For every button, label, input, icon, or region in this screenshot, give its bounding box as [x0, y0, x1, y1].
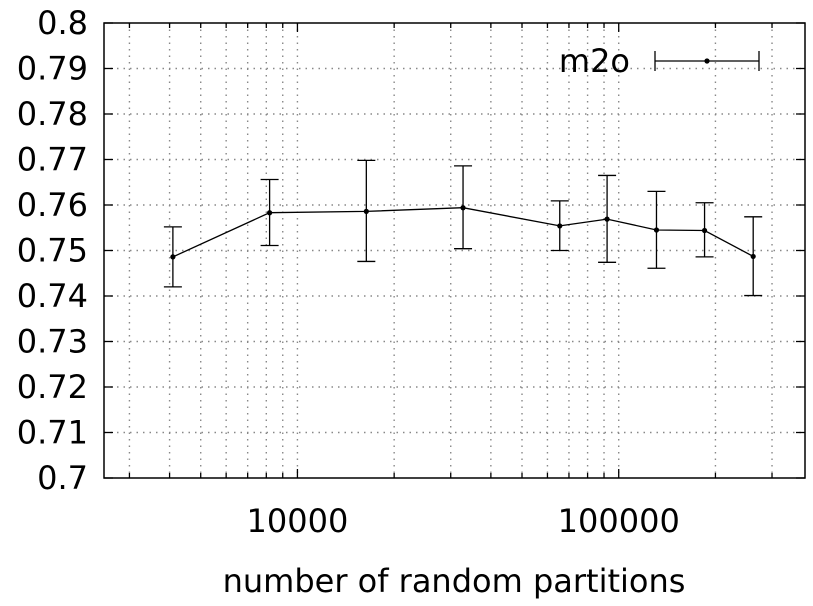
data-point: [557, 223, 563, 229]
series-layer: [163, 159, 763, 297]
legend: m2o: [559, 42, 760, 80]
x-tick-label: 100000: [558, 502, 680, 540]
plot-frame: [103, 22, 806, 479]
y-tick-label: 0.73: [17, 323, 88, 361]
x-axis-title: number of random partitions: [223, 562, 686, 600]
data-point: [170, 254, 176, 260]
data-point: [750, 253, 756, 260]
data-point: [653, 227, 660, 233]
y-tick-label: 0.79: [17, 50, 88, 88]
data-point: [604, 216, 610, 222]
y-tick-label: 0.7: [37, 459, 88, 497]
grid-layer: [104, 23, 805, 478]
data-point: [460, 205, 466, 211]
legend-label-m2o: m2o: [559, 42, 630, 80]
data-point: [363, 208, 369, 214]
y-tick-label: 0.75: [17, 232, 88, 270]
y-tick-label: 0.72: [17, 368, 88, 406]
data-point: [701, 227, 708, 234]
legend-point: [704, 58, 710, 64]
tick-layer: 0.7 0.71 0.72 0.73 0.74 0.75 0.76 0.77 0.78 0.79 0…: [17, 4, 805, 540]
y-tick-label: 0.78: [17, 95, 88, 133]
x-tick-label: 10000: [247, 502, 349, 540]
y-tick-label: 0.76: [17, 186, 88, 224]
y-tick-label: 0.71: [17, 414, 88, 452]
y-tick-label: 0.77: [17, 141, 88, 179]
y-tick-label: 0.8: [37, 4, 88, 42]
y-tick-label: 0.74: [17, 277, 88, 315]
data-point: [267, 210, 273, 216]
